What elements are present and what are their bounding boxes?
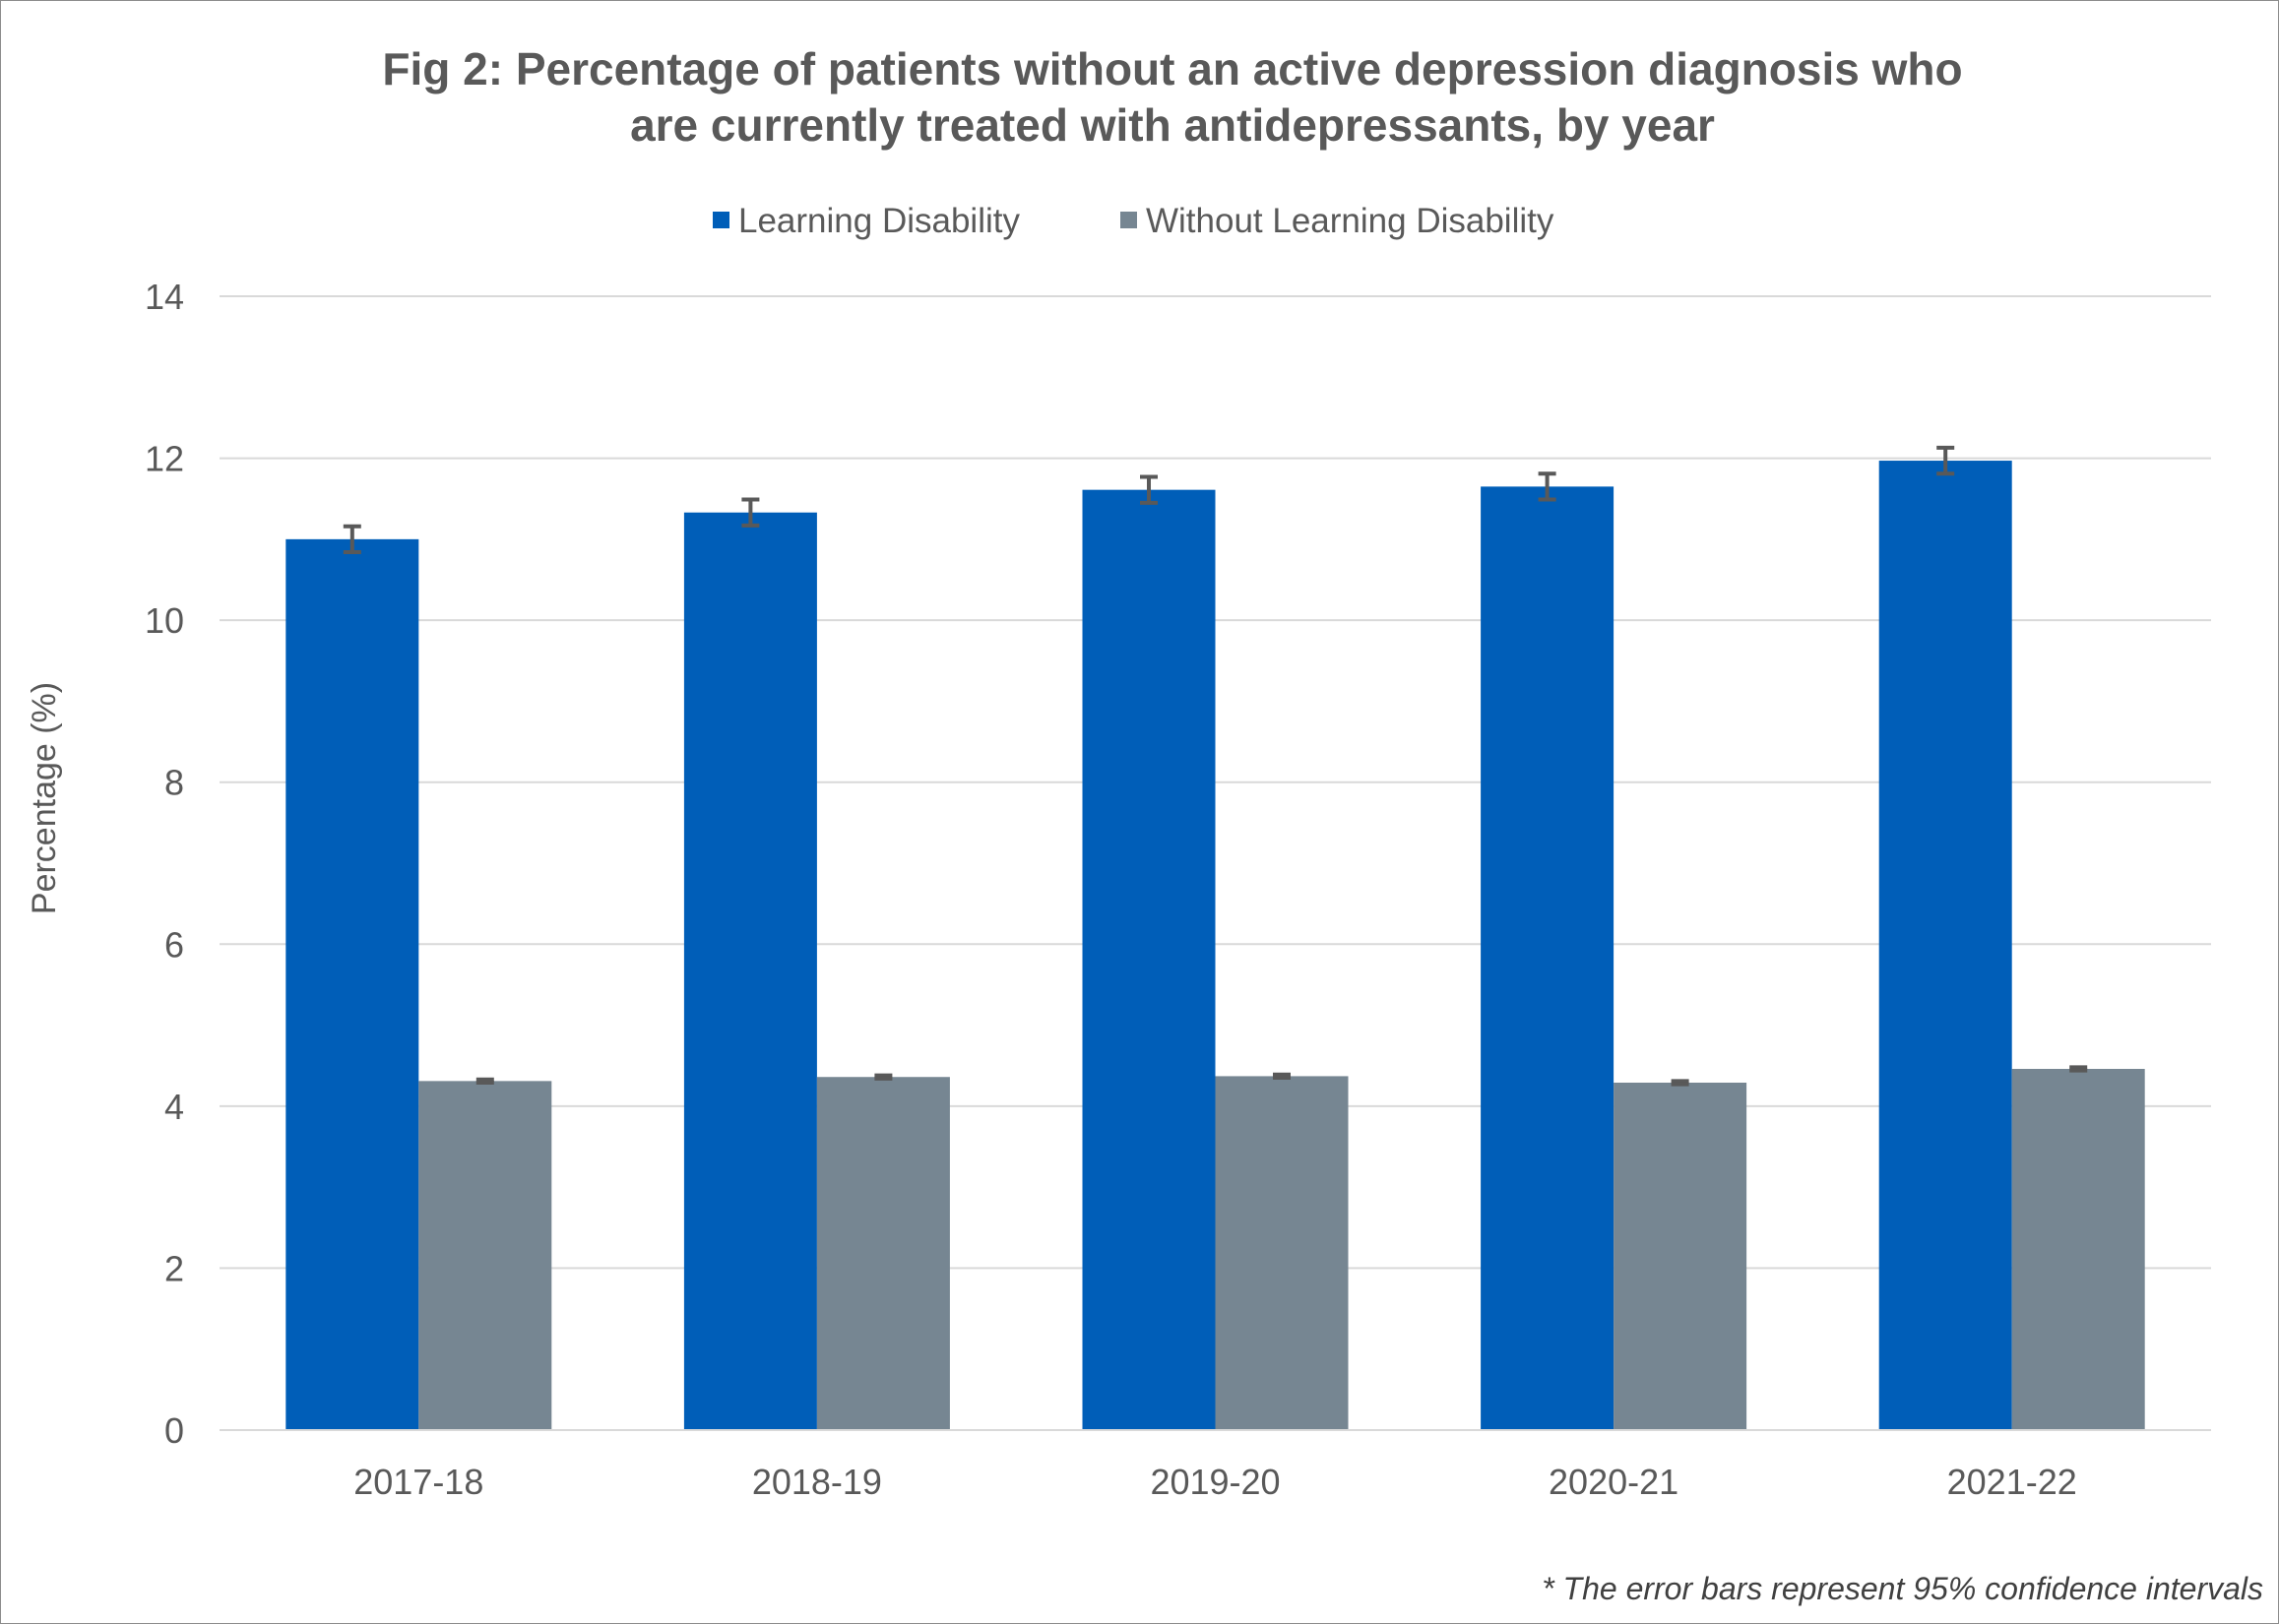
y-tick-label: 8 [164,763,184,803]
legend-swatch-without-learning-disability [1120,212,1137,228]
y-tick-label: 12 [145,439,184,479]
chart-title: Fig 2: Percentage of patients without an… [382,43,1962,151]
x-tick-label: 2019-20 [1150,1462,1280,1502]
x-axis-tick-labels: 2017-18 2018-19 2019-20 2020-21 2021-22 [353,1462,2077,1502]
bar-without-learning-disability-2021-22 [2011,1069,2145,1430]
bar-without-learning-disability-2019-20 [1215,1076,1349,1430]
x-tick-label: 2021-22 [1947,1462,2077,1502]
y-tick-label: 14 [145,277,184,317]
bar-without-learning-disability-2017-18 [418,1081,552,1430]
bar-without-learning-disability-2020-21 [1614,1082,1747,1430]
y-tick-label: 0 [164,1410,184,1451]
legend-label-without-learning-disability: Without Learning Disability [1146,202,1554,240]
bars [285,461,2145,1431]
bar-learning-disability-2020-21 [1481,486,1614,1430]
x-tick-label: 2020-21 [1549,1462,1678,1502]
bar-learning-disability-2021-22 [1878,461,2012,1430]
chart-title-line-1: Fig 2: Percentage of patients without an… [382,43,1962,94]
x-tick-label: 2018-19 [752,1462,882,1502]
y-axis-title: Percentage (%) [26,682,63,914]
bar-learning-disability-2019-20 [1082,489,1216,1431]
bar-without-learning-disability-2018-19 [816,1077,950,1430]
error-bars [343,445,2088,1087]
bar-learning-disability-2017-18 [285,538,419,1430]
bar-learning-disability-2018-19 [683,512,817,1430]
y-tick-label: 4 [164,1087,184,1127]
footnote: * The error bars represent 95% confidenc… [1542,1571,2263,1606]
legend-swatch-learning-disability [713,212,729,228]
y-tick-label: 2 [164,1248,184,1288]
y-tick-label: 10 [145,600,184,641]
y-tick-label: 6 [164,924,184,965]
legend: Learning Disability Without Learning Dis… [713,202,1554,240]
x-tick-label: 2017-18 [353,1462,483,1502]
legend-label-learning-disability: Learning Disability [738,202,1020,240]
y-axis-tick-labels: 0 2 4 6 8 10 12 14 [145,277,184,1451]
chart-title-line-2: are currently treated with antidepressan… [630,99,1715,151]
